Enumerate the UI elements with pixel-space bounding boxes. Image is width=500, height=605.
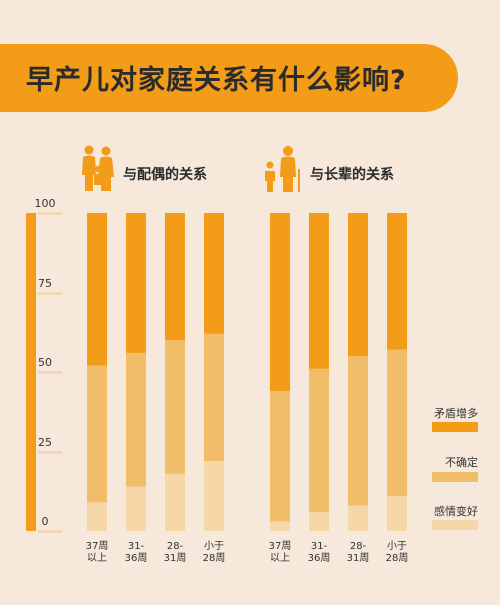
x-tick-label-line: 小于 (204, 541, 224, 552)
y-tick-label: 0 (41, 515, 49, 528)
family-icon (82, 145, 114, 191)
x-tick-label-line: 以上 (270, 553, 290, 564)
bar-segment (204, 333, 224, 462)
y-tick-line (38, 530, 62, 533)
y-tick-line (38, 371, 62, 374)
y-axis-bar (26, 213, 36, 531)
x-tick-label-line: 以上 (87, 553, 107, 564)
y-tick-line (38, 212, 62, 215)
bar-segment (165, 473, 185, 531)
bar-segment (165, 213, 185, 341)
legend-label-better: 感情变好 (434, 505, 478, 518)
bar-segment (270, 521, 290, 531)
bar-segment (348, 213, 368, 357)
bar-segment (309, 511, 329, 531)
y-tick-line (38, 450, 62, 454)
x-tick-label-line: 28- (349, 541, 367, 552)
x-tick-label-line: 28周 (385, 553, 409, 564)
bar-segment (87, 502, 107, 531)
x-tick-label: 小于 28周 (197, 541, 231, 565)
x-tick-label-line: 28- (166, 541, 184, 552)
legend-label-conflict: 矛盾增多 (434, 407, 478, 420)
bar-segment (126, 213, 146, 353)
legend-swatch-uncertain (432, 472, 478, 482)
bar-segment (87, 365, 107, 503)
bar-segment (348, 356, 368, 506)
bar-segment (165, 340, 185, 474)
y-tick-label: 50 (38, 356, 52, 369)
x-tick-label-line: 31周 (346, 553, 370, 564)
x-tick-label-line: 小于 (387, 541, 407, 552)
bar-segment (204, 461, 224, 531)
x-tick-label-line: 31周 (163, 553, 187, 564)
x-tick-label-line: 31- (310, 541, 328, 552)
title-banner (0, 44, 458, 112)
section-title-spouse: 与配偶的关系 (123, 167, 207, 183)
bar-segment (270, 391, 290, 522)
y-tick-line (38, 291, 62, 295)
bar-segment (270, 213, 290, 392)
y-tick-label: 100 (34, 197, 56, 210)
section-title-elders: 与长辈的关系 (310, 167, 394, 183)
x-tick-label: 37周 以上 (80, 541, 114, 565)
bar-segment (309, 368, 329, 512)
legend-swatch-conflict (432, 422, 478, 432)
bar-segment (348, 505, 368, 531)
x-tick-label-line: 36周 (307, 553, 331, 564)
bar-segment (387, 349, 407, 497)
x-tick-label: 37周 以上 (263, 541, 297, 565)
y-tick-label: 25 (38, 435, 52, 449)
x-tick-label: 31- 36周 (302, 541, 336, 565)
x-tick-label: 28- 31周 (158, 541, 192, 565)
legend-swatch-better (432, 520, 478, 530)
bar-segment (126, 486, 146, 531)
legend-label-uncertain: 不确定 (445, 456, 478, 469)
x-tick-label: 31- 36周 (119, 541, 153, 565)
bar-segment (387, 213, 407, 350)
bar-segment (126, 352, 146, 487)
chart-title: 早产儿对家庭关系有什么影响? (26, 65, 407, 96)
x-tick-label: 小于 28周 (380, 541, 414, 565)
bar-segment (309, 213, 329, 369)
x-tick-label-line: 36周 (124, 553, 148, 564)
elderly-icon (265, 146, 300, 192)
y-tick-label: 75 (38, 276, 52, 290)
x-tick-label-line: 28周 (202, 553, 226, 564)
bar-segment (87, 213, 107, 366)
bar-segment (204, 213, 224, 334)
x-tick-label-line: 31- (127, 541, 145, 552)
x-tick-label: 28- 31周 (341, 541, 375, 565)
bar-segment (387, 496, 407, 531)
x-tick-label-line: 37周 (85, 541, 109, 552)
x-tick-label-line: 37周 (268, 541, 292, 552)
